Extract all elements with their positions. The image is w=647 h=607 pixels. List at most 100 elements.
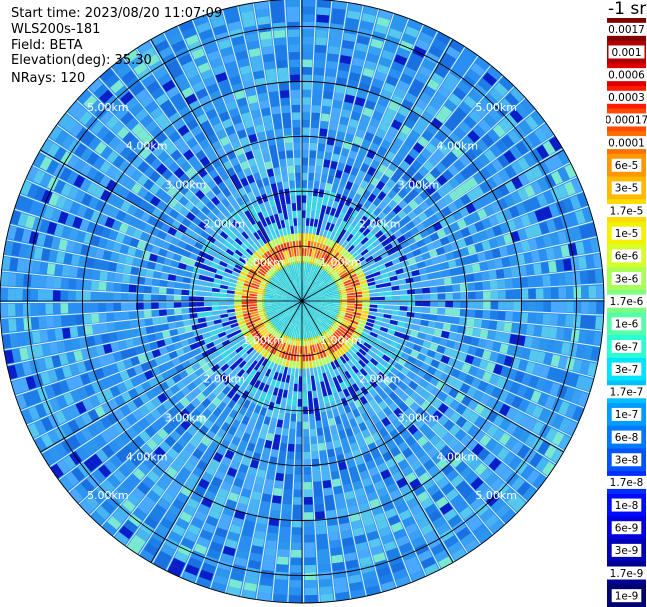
ppi-bin <box>73 159 86 173</box>
ppi-bin <box>321 472 331 481</box>
ppi-bin <box>256 469 266 479</box>
ppi-bin <box>523 252 533 264</box>
ppi-bin <box>427 484 440 497</box>
ppi-bin <box>101 500 116 515</box>
ppi-bin <box>81 442 95 457</box>
ppi-bin <box>95 200 106 212</box>
ppi-bin <box>231 35 245 46</box>
ppi-bin <box>126 540 142 555</box>
ppi-bin <box>98 281 107 291</box>
ppi-bin <box>385 75 399 87</box>
ppi-bin <box>288 337 293 345</box>
ppi-bin <box>105 115 119 130</box>
ppi-bin <box>198 274 207 281</box>
azimuth-spoke <box>40 300 303 453</box>
ppi-bin <box>0 272 9 286</box>
ppi-bin <box>124 164 137 177</box>
ppi-bin <box>278 541 290 550</box>
ppi-bin <box>283 327 289 335</box>
ppi-bin <box>72 216 83 229</box>
ppi-bin <box>145 53 160 67</box>
ppi-bin <box>212 452 224 463</box>
ppi-bin <box>328 283 337 289</box>
ppi-bin <box>312 285 319 291</box>
ppi-bin <box>6 225 17 240</box>
ppi-bin <box>504 92 519 107</box>
ppi-bin <box>454 185 466 197</box>
ppi-bin <box>173 341 183 350</box>
ppi-bin <box>159 441 171 453</box>
ppi-bin <box>324 302 333 304</box>
ppi-bin <box>60 278 69 289</box>
ppi-bin <box>120 200 132 212</box>
ppi-bin <box>358 245 366 253</box>
ppi-bin <box>449 268 459 276</box>
ppi-bin <box>304 307 309 315</box>
ppi-bin <box>267 284 275 289</box>
ppi-bin <box>226 248 235 256</box>
ppi-bin <box>241 231 250 240</box>
ppi-bin <box>331 15 345 25</box>
ppi-bin <box>374 153 384 163</box>
ppi-bin <box>463 452 476 465</box>
ppi-bin <box>443 244 453 253</box>
ppi-bin <box>531 337 541 349</box>
ppi-bin <box>242 363 250 372</box>
ppi-bin <box>498 301 506 310</box>
ppi-bin <box>107 440 121 453</box>
ppi-bin <box>181 289 190 296</box>
ppi-bin <box>270 378 277 388</box>
ppi-bin <box>302 331 304 339</box>
ppi-bin <box>204 490 216 501</box>
ppi-bin <box>355 415 364 425</box>
ppi-bin <box>109 100 124 115</box>
ppi-bin <box>294 322 298 331</box>
ppi-bin <box>367 349 376 358</box>
ppi-bin <box>417 136 429 148</box>
ppi-bin <box>334 584 349 594</box>
ppi-bin <box>346 233 354 242</box>
ppi-bin <box>495 211 506 224</box>
ppi-bin <box>402 33 417 45</box>
ppi-bin <box>233 43 247 53</box>
ppi-bin <box>232 252 241 260</box>
ppi-bin <box>324 348 330 356</box>
ppi-bin <box>364 435 374 446</box>
ppi-bin <box>302 14 315 22</box>
ppi-bin <box>303 429 310 437</box>
ppi-bin <box>383 396 393 406</box>
ppi-bin <box>67 101 82 116</box>
ppi-bin <box>293 338 297 346</box>
ppi-bin <box>260 218 268 227</box>
ppi-bin <box>298 286 301 294</box>
ppi-bin <box>433 352 443 362</box>
ppi-bin <box>228 184 237 194</box>
ppi-bin <box>333 276 341 282</box>
ppi-bin <box>216 104 228 115</box>
ppi-bin <box>189 195 200 205</box>
ppi-bin <box>303 278 306 287</box>
ppi-bin <box>0 288 8 301</box>
ppi-bin <box>336 131 346 141</box>
ppi-bin <box>295 444 302 452</box>
ppi-bin <box>565 420 578 436</box>
ppi-ray-gap <box>151 335 283 564</box>
ppi-bin <box>216 202 226 212</box>
ppi-bin <box>180 161 192 172</box>
ppi-bin <box>319 333 325 342</box>
ppi-bin <box>185 414 196 425</box>
ppi-bin <box>241 301 250 305</box>
ppi-bin <box>167 564 183 577</box>
ppi-bin <box>270 183 278 192</box>
ppi-bin <box>471 357 482 367</box>
ppi-bin <box>351 365 359 374</box>
ppi-bin <box>157 150 170 163</box>
ppi-bin <box>350 111 361 121</box>
ppi-bin <box>444 119 457 132</box>
ppi-bin <box>321 357 327 366</box>
ppi-bin <box>381 533 394 545</box>
ppi-bin <box>313 274 319 282</box>
ppi-bin <box>357 549 371 559</box>
ppi-bin <box>292 330 296 338</box>
ppi-bin <box>415 396 426 406</box>
